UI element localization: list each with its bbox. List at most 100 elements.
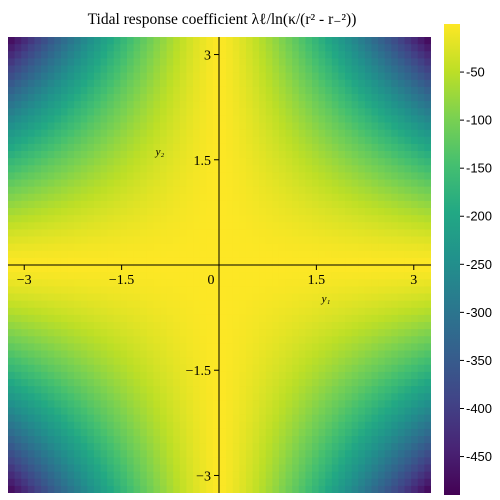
- heatmap-cell: [107, 58, 115, 67]
- heatmap-cell: [21, 386, 29, 394]
- heatmap-cell: [292, 172, 300, 181]
- heatmap-cell: [417, 428, 425, 437]
- heatmap-cell: [8, 407, 16, 416]
- heatmap-cell: [120, 193, 128, 202]
- heatmap-cell: [140, 279, 148, 287]
- heatmap-cell: [278, 414, 287, 423]
- heatmap-cell: [384, 215, 392, 223]
- heatmap-cell: [113, 108, 121, 116]
- y-tick-label: 3: [204, 49, 211, 64]
- heatmap-cell: [166, 136, 174, 145]
- heatmap-cell: [126, 136, 135, 145]
- heatmap-cell: [146, 44, 155, 52]
- heatmap-cell: [404, 165, 412, 173]
- heatmap-cell: [140, 272, 148, 280]
- heatmap-cell: [206, 136, 214, 145]
- heatmap-cell: [325, 272, 333, 280]
- heatmap-cell: [417, 478, 425, 487]
- heatmap-cell: [232, 179, 240, 188]
- heatmap-cell: [212, 428, 221, 437]
- heatmap-cell: [100, 179, 108, 188]
- heatmap-cell: [298, 329, 307, 337]
- heatmap-cell: [285, 400, 293, 409]
- heatmap-cell: [292, 386, 300, 394]
- heatmap-cell: [245, 79, 254, 88]
- heatmap-cell: [80, 371, 88, 380]
- heatmap-cell: [74, 172, 82, 181]
- heatmap-cell: [391, 343, 399, 352]
- heatmap-cell: [384, 314, 392, 323]
- heatmap-cell: [424, 300, 431, 309]
- heatmap-cell: [133, 222, 141, 230]
- heatmap-cell: [358, 293, 366, 302]
- heatmap-cell: [397, 51, 406, 59]
- heatmap-cell: [232, 279, 240, 287]
- heatmap-cell: [232, 229, 240, 238]
- heatmap-cell: [186, 400, 194, 409]
- heatmap-cell: [285, 265, 293, 273]
- heatmap-cell: [265, 186, 273, 195]
- heatmap-cell: [60, 279, 69, 287]
- heatmap-cell: [160, 464, 168, 473]
- heatmap-cell: [424, 421, 431, 430]
- heatmap-cell: [14, 421, 22, 430]
- heatmap-cell: [245, 386, 254, 394]
- heatmap-cell: [345, 193, 353, 202]
- heatmap-cell: [146, 393, 155, 401]
- heatmap-cell: [278, 143, 287, 152]
- heatmap-cell: [8, 343, 16, 352]
- x-tick-label: −3: [17, 273, 32, 288]
- heatmap-cell: [239, 357, 247, 366]
- heatmap-cell: [239, 293, 247, 302]
- heatmap-cell: [417, 151, 425, 159]
- heatmap-cell: [417, 350, 425, 359]
- heatmap-cell: [120, 293, 128, 302]
- heatmap-cell: [160, 250, 168, 259]
- heatmap-cell: [259, 72, 267, 81]
- heatmap-cell: [232, 208, 240, 216]
- heatmap-cell: [193, 357, 201, 366]
- heatmap-cell: [80, 186, 88, 195]
- heatmap-cell: [391, 386, 399, 394]
- heatmap-cell: [100, 236, 108, 245]
- heatmap-cell: [67, 193, 75, 202]
- heatmap-cell: [312, 471, 320, 480]
- heatmap-cell: [391, 222, 399, 230]
- heatmap-cell: [285, 172, 293, 181]
- heatmap-cell: [60, 129, 69, 138]
- heatmap-cell: [239, 200, 247, 209]
- heatmap-cell: [120, 265, 128, 273]
- heatmap-cell: [206, 464, 214, 473]
- heatmap-cell: [305, 250, 313, 259]
- heatmap-cell: [113, 151, 121, 159]
- heatmap-cell: [358, 51, 366, 59]
- heatmap-cell: [338, 478, 346, 487]
- heatmap-cell: [411, 307, 419, 316]
- heatmap-cell: [74, 179, 82, 188]
- heatmap-cell: [331, 407, 340, 416]
- heatmap-cell: [378, 165, 386, 173]
- heatmap-cell: [371, 371, 379, 380]
- heatmap-cell: [107, 158, 115, 166]
- heatmap-cell: [351, 129, 359, 138]
- heatmap-cell: [411, 193, 419, 202]
- heatmap-cell: [351, 229, 359, 238]
- heatmap-cell: [292, 421, 300, 430]
- heatmap-cell: [219, 44, 227, 52]
- heatmap-cell: [133, 37, 141, 45]
- heatmap-cell: [160, 350, 168, 359]
- heatmap-cell: [424, 193, 431, 202]
- heatmap-cell: [126, 101, 135, 109]
- heatmap-cell: [259, 443, 267, 451]
- heatmap-cell: [54, 250, 62, 259]
- heatmap-cell: [54, 143, 62, 152]
- heatmap-cell: [226, 257, 234, 266]
- heatmap-cell: [153, 236, 161, 245]
- heatmap-cell: [153, 436, 161, 444]
- heatmap-cell: [312, 450, 320, 458]
- heatmap-cell: [378, 450, 386, 458]
- heatmap-cell: [166, 250, 174, 259]
- heatmap-cell: [232, 243, 240, 252]
- heatmap-cell: [239, 72, 247, 81]
- heatmap-cell: [87, 243, 95, 252]
